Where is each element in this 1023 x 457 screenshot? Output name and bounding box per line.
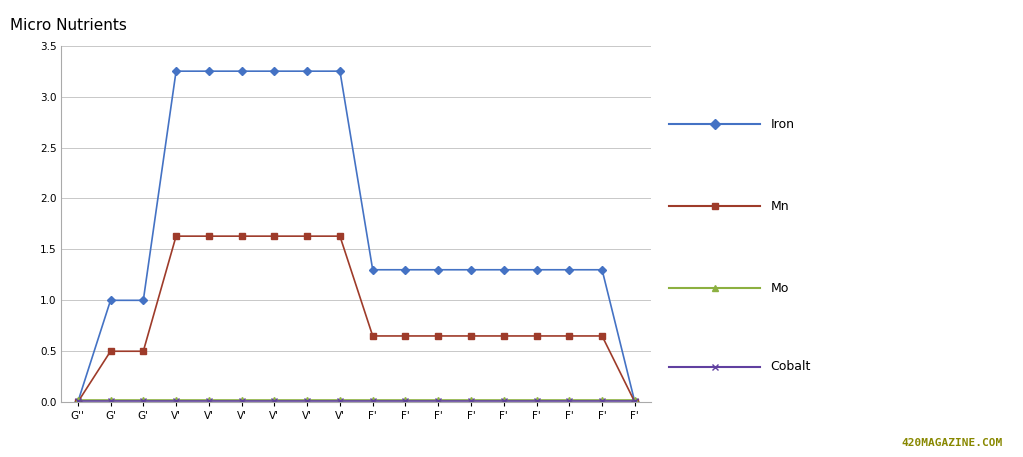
Mn xyxy=(464,333,477,339)
Mo xyxy=(432,398,444,403)
Text: Mo: Mo xyxy=(770,282,789,295)
Iron xyxy=(432,267,444,272)
Line: Mo: Mo xyxy=(75,397,637,403)
Text: Cobalt: Cobalt xyxy=(770,360,811,373)
Mn xyxy=(564,333,576,339)
Mn xyxy=(432,333,444,339)
Mo xyxy=(464,398,477,403)
Mo xyxy=(333,398,346,403)
Mn xyxy=(235,234,248,239)
Cobalt xyxy=(137,399,149,404)
Cobalt xyxy=(629,399,641,404)
Mo xyxy=(564,398,576,403)
Mn xyxy=(170,234,182,239)
Iron xyxy=(399,267,411,272)
Mo xyxy=(104,398,117,403)
Cobalt xyxy=(72,399,84,404)
Text: Mn: Mn xyxy=(770,200,789,213)
Mo xyxy=(137,398,149,403)
Mn xyxy=(399,333,411,339)
Text: 420MAGAZINE.COM: 420MAGAZINE.COM xyxy=(901,438,1003,448)
Iron xyxy=(629,399,641,405)
Cobalt xyxy=(301,399,313,404)
Mo xyxy=(268,398,280,403)
Cobalt xyxy=(564,399,576,404)
Mn xyxy=(333,234,346,239)
Mo xyxy=(170,398,182,403)
Cobalt xyxy=(366,399,379,404)
Mn xyxy=(596,333,609,339)
Cobalt xyxy=(530,399,542,404)
Cobalt xyxy=(235,399,248,404)
Mn xyxy=(629,399,641,405)
Cobalt xyxy=(268,399,280,404)
Text: Micro Nutrients: Micro Nutrients xyxy=(10,18,127,33)
Iron xyxy=(203,69,215,74)
Mn xyxy=(366,333,379,339)
Iron xyxy=(301,69,313,74)
Mo xyxy=(596,398,609,403)
Iron xyxy=(72,399,84,405)
Mo xyxy=(399,398,411,403)
Mo xyxy=(72,398,84,403)
Mo xyxy=(497,398,509,403)
Cobalt xyxy=(203,399,215,404)
Mn xyxy=(497,333,509,339)
Mo xyxy=(366,398,379,403)
Iron xyxy=(366,267,379,272)
Iron xyxy=(170,69,182,74)
Cobalt xyxy=(104,399,117,404)
Mo xyxy=(530,398,542,403)
Mo xyxy=(629,398,641,403)
Iron xyxy=(137,298,149,303)
Iron xyxy=(497,267,509,272)
Cobalt xyxy=(497,399,509,404)
Iron xyxy=(268,69,280,74)
Iron xyxy=(464,267,477,272)
Mn xyxy=(301,234,313,239)
Mn xyxy=(268,234,280,239)
Line: Cobalt: Cobalt xyxy=(75,399,637,404)
Mo xyxy=(235,398,248,403)
Iron xyxy=(596,267,609,272)
Mn xyxy=(203,234,215,239)
Iron xyxy=(235,69,248,74)
Text: Iron: Iron xyxy=(770,117,795,131)
Line: Mn: Mn xyxy=(75,234,637,405)
Cobalt xyxy=(333,399,346,404)
Mn xyxy=(104,349,117,354)
Cobalt xyxy=(596,399,609,404)
Iron xyxy=(333,69,346,74)
Cobalt xyxy=(464,399,477,404)
Iron xyxy=(530,267,542,272)
Mn xyxy=(72,399,84,405)
Mo xyxy=(203,398,215,403)
Mn xyxy=(530,333,542,339)
Cobalt xyxy=(432,399,444,404)
Iron xyxy=(104,298,117,303)
Line: Iron: Iron xyxy=(75,69,637,405)
Mn xyxy=(137,349,149,354)
Iron xyxy=(564,267,576,272)
Cobalt xyxy=(170,399,182,404)
Mo xyxy=(301,398,313,403)
Cobalt xyxy=(399,399,411,404)
